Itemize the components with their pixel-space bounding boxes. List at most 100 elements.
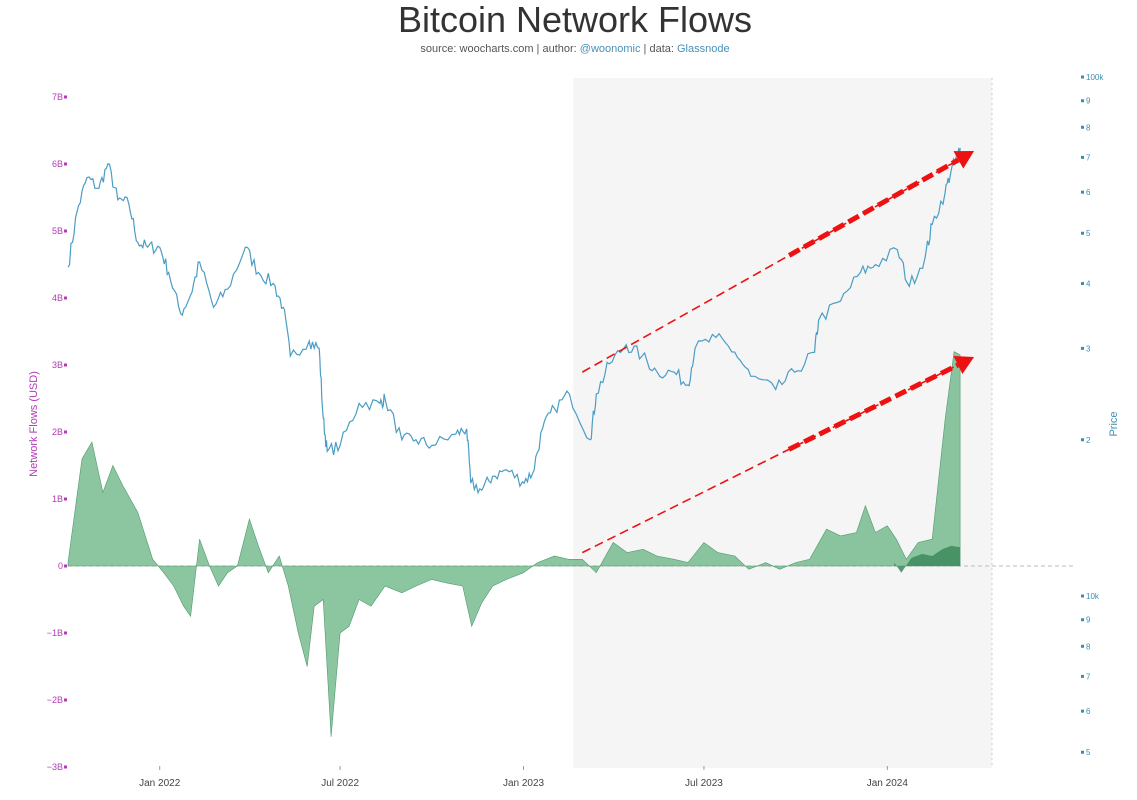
left-tick: 4B [52, 293, 67, 303]
title-block: Bitcoin Network Flows source: woocharts.… [398, 0, 752, 55]
x-tick-label: Jan 2024 [867, 778, 909, 789]
right-tick-label: 5 [1086, 748, 1091, 757]
right-tick: 6 [1081, 707, 1091, 716]
right-tick-label: 7 [1086, 672, 1091, 681]
right-tick-label: 4 [1086, 280, 1091, 289]
plot-area [67, 78, 1075, 768]
right-tick-label: 7 [1086, 153, 1091, 162]
right-tick-mark [1081, 125, 1084, 129]
left-tick-label: 1B [52, 494, 63, 504]
left-tick-mark [64, 765, 67, 769]
x-tick: Jan 2024 [867, 766, 909, 789]
right-tick: 9 [1081, 616, 1091, 625]
right-tick-label: 5 [1086, 229, 1091, 238]
right-tick-mark [1081, 644, 1084, 648]
right-tick: 2 [1081, 436, 1091, 445]
right-tick: 7 [1081, 672, 1091, 681]
right-tick-mark [1081, 346, 1084, 350]
left-tick: −3B [47, 762, 67, 772]
x-tick-label: Jul 2023 [685, 778, 723, 789]
left-tick: 5B [52, 226, 67, 236]
arrow-head [953, 356, 975, 374]
arrow-shaft-thick [787, 362, 960, 452]
right-tick-mark [1081, 674, 1084, 678]
right-tick-label: 6 [1086, 707, 1091, 716]
left-tick-label: 6B [52, 159, 63, 169]
right-tick: 3 [1081, 344, 1091, 353]
left-tick-label: −1B [47, 628, 63, 638]
right-tick-mark [1081, 75, 1084, 79]
right-tick-mark [1081, 190, 1084, 194]
right-tick-mark [1081, 594, 1084, 598]
right-tick: 8 [1081, 642, 1091, 651]
left-tick-label: 3B [52, 360, 63, 370]
left-tick-mark [64, 631, 67, 635]
left-tick: −1B [47, 628, 67, 638]
left-tick-mark [64, 162, 67, 166]
left-tick-mark [64, 229, 67, 233]
right-tick: 100k [1081, 73, 1104, 82]
data-source-link[interactable]: Glassnode [677, 43, 730, 55]
left-tick: 6B [52, 159, 67, 169]
right-tick-label: 9 [1086, 97, 1091, 106]
author-link[interactable]: @woonomic [580, 43, 641, 55]
subtitle-data-sep: | data: [640, 43, 677, 55]
right-tick-mark [1081, 750, 1084, 754]
left-tick: 7B [52, 92, 67, 102]
network-flows-dark-area [894, 545, 961, 573]
x-tick: Jul 2022 [321, 766, 359, 789]
highlight-region [573, 78, 992, 768]
right-tick-mark [1081, 618, 1084, 622]
chart-title: Bitcoin Network Flows [398, 0, 752, 40]
arrow-shaft-thick [787, 157, 960, 258]
right-tick-label: 8 [1086, 642, 1091, 651]
left-tick: 3B [52, 360, 67, 370]
left-tick-mark [64, 363, 67, 367]
x-tick: Jul 2023 [685, 766, 723, 789]
left-tick-label: −2B [47, 695, 63, 705]
left-tick-mark [64, 95, 67, 99]
x-tick: Jan 2022 [139, 766, 181, 789]
x-tick: Jan 2023 [503, 766, 545, 789]
right-tick-label: 9 [1086, 616, 1091, 625]
left-tick-label: 2B [52, 427, 63, 437]
right-axis: 100k 9 8 7 6 5 4 3 2 10k 9 8 7 6 5 [1081, 73, 1104, 757]
right-tick: 10k [1081, 592, 1100, 601]
arrow-shaft-thin [581, 159, 959, 373]
left-tick: −2B [47, 695, 67, 705]
left-axis: 7B 6B 5B 4B 3B 2B 1B 0 −1B −2B −3B [47, 92, 67, 772]
right-tick-label: 2 [1086, 436, 1091, 445]
x-axis: Jan 2022 Jul 2022 Jan 2023 Jul 2023 Jan 2024 [139, 766, 908, 789]
right-tick-mark [1081, 155, 1084, 159]
left-tick-mark [64, 430, 67, 434]
right-tick-label: 6 [1086, 188, 1091, 197]
chart-subtitle: source: woocharts.com | author: @woonomi… [420, 43, 729, 55]
right-tick-mark [1081, 99, 1084, 103]
left-tick-label: 0 [58, 561, 63, 571]
right-tick-mark [1081, 282, 1084, 286]
arrow-head [953, 151, 975, 169]
trend-arrow-1 [581, 151, 975, 373]
right-tick-label: 10k [1086, 592, 1100, 601]
right-tick-mark [1081, 709, 1084, 713]
left-tick: 2B [52, 427, 67, 437]
right-tick: 4 [1081, 280, 1091, 289]
left-axis-label: Network Flows (USD) [28, 371, 40, 477]
right-tick-label: 8 [1086, 123, 1091, 132]
right-tick: 9 [1081, 97, 1091, 106]
price-line [67, 147, 961, 495]
left-tick-label: −3B [47, 762, 63, 772]
right-tick-mark [1081, 231, 1084, 235]
trend-arrows [581, 151, 975, 554]
x-tick-label: Jan 2023 [503, 778, 545, 789]
right-tick: 5 [1081, 748, 1091, 757]
right-tick-mark [1081, 438, 1084, 442]
x-tick-label: Jan 2022 [139, 778, 181, 789]
left-tick-label: 7B [52, 92, 63, 102]
right-tick: 6 [1081, 188, 1091, 197]
left-tick-mark [64, 497, 67, 501]
network-flows-area [67, 351, 961, 737]
left-tick-mark [64, 564, 67, 568]
left-tick-mark [64, 698, 67, 702]
right-tick-label: 3 [1086, 344, 1091, 353]
